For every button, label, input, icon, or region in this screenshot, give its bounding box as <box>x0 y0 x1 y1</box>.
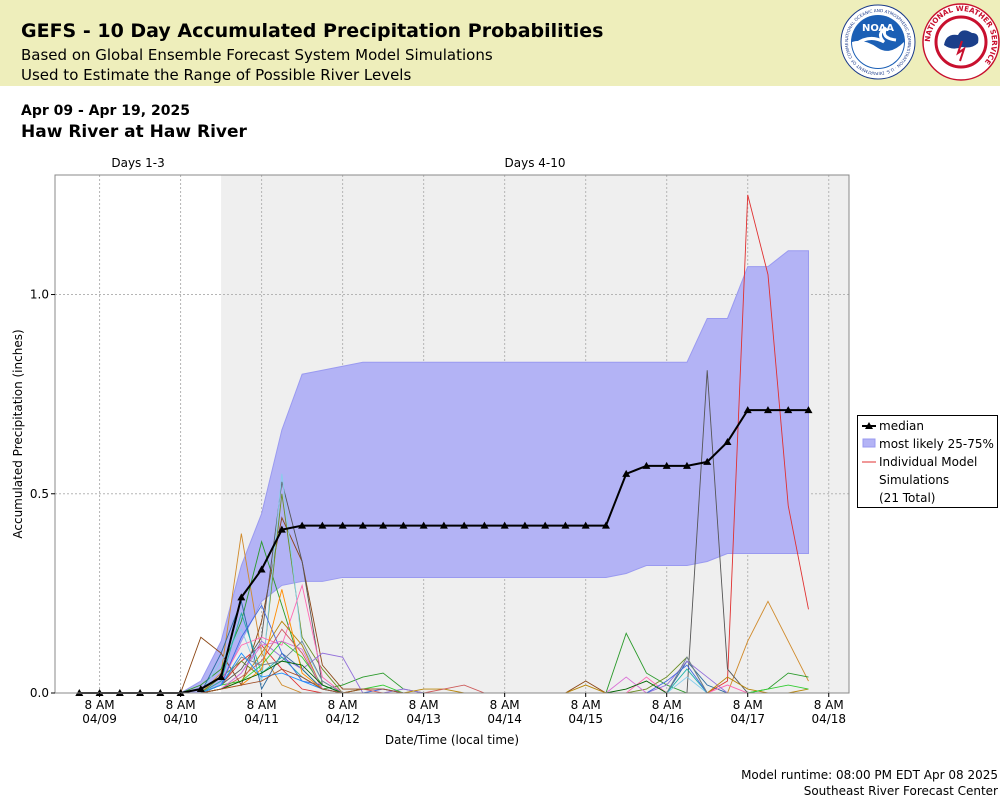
date-range: Apr 09 - Apr 19, 2025 <box>21 103 190 119</box>
x-tick-label-date: 04/18 <box>811 712 846 726</box>
median-point <box>298 521 307 529</box>
legend-median-label: median <box>879 419 924 433</box>
median-point <box>217 673 226 681</box>
legend-member-label-3: (21 Total) <box>879 491 935 505</box>
median-point <box>358 521 367 529</box>
x-tick-label-date: 04/11 <box>244 712 279 726</box>
x-tick-label-date: 04/10 <box>163 712 198 726</box>
x-tick-label-date: 04/16 <box>649 712 684 726</box>
median-point <box>541 521 550 529</box>
median-point <box>703 457 712 465</box>
station-name: Haw River at Haw River <box>21 122 247 142</box>
median-point <box>642 461 651 469</box>
median-point <box>196 685 205 693</box>
median-point <box>399 521 408 529</box>
x-tick-label-date: 04/13 <box>406 712 441 726</box>
x-tick-label-date: 04/09 <box>82 712 117 726</box>
y-tick-label: 1.0 <box>30 288 49 302</box>
median-point <box>439 521 448 529</box>
header-banner: GEFS - 10 Day Accumulated Precipitation … <box>0 0 1000 86</box>
x-tick-label-date: 04/14 <box>487 712 522 726</box>
subtitle-line-1: Based on Global Ensemble Forecast System… <box>21 46 493 64</box>
median-point <box>277 525 286 533</box>
subtitle-line-2: Used to Estimate the Range of Possible R… <box>21 66 412 84</box>
legend-box <box>857 415 998 508</box>
x-tick-label-time: 8 AM <box>814 698 844 712</box>
median-point <box>379 521 388 529</box>
days1-3-region <box>55 175 222 693</box>
median-point <box>480 521 489 529</box>
x-tick-label-time: 8 AM <box>328 698 358 712</box>
y-tick-label: 0.0 <box>30 686 49 700</box>
x-tick-label-time: 8 AM <box>733 698 763 712</box>
legend-member-label-2: Simulations <box>879 473 949 487</box>
median-point <box>763 406 772 414</box>
median-point <box>784 406 793 414</box>
median-point <box>338 521 347 529</box>
x-tick-label-date: 04/15 <box>568 712 603 726</box>
forecast-center: Southeast River Forecast Center <box>803 784 998 798</box>
median-point <box>257 565 266 573</box>
median-point <box>318 521 327 529</box>
median-point <box>520 521 529 529</box>
median-point <box>561 521 570 529</box>
x-tick-label-time: 8 AM <box>652 698 682 712</box>
median-point <box>460 521 469 529</box>
median-point <box>723 437 732 445</box>
x-tick-label-time: 8 AM <box>247 698 277 712</box>
model-runtime: Model runtime: 08:00 PM EDT Apr 08 2025 <box>741 768 998 782</box>
x-tick-label-time: 8 AM <box>166 698 196 712</box>
legend-member-label-1: Individual Model <box>879 455 977 469</box>
x-tick-label-time: 8 AM <box>571 698 601 712</box>
legend-band-swatch <box>862 438 876 448</box>
plot-border <box>54 174 850 694</box>
noaa-logo[interactable]: NOAA NATIONAL OCEANIC AND ATMOSPHERIC AD… <box>840 4 916 80</box>
x-tick-label-date: 04/12 <box>325 712 360 726</box>
y-tick-label: 0.5 <box>30 487 49 501</box>
median-point <box>601 521 610 529</box>
noaa-logo-text: NOAA <box>862 23 894 34</box>
y-axis-title: Accumulated Precipitation (inches) <box>11 329 25 538</box>
section-label-days1-3: Days 1-3 <box>111 156 164 170</box>
median-point <box>682 461 691 469</box>
band-25-75 <box>79 250 809 694</box>
median-point <box>662 461 671 469</box>
legend-median-marker <box>865 422 873 429</box>
median-point <box>743 406 752 414</box>
section-label-days4-10: Days 4-10 <box>505 156 566 170</box>
x-tick-label-time: 8 AM <box>85 698 115 712</box>
x-tick-label-time: 8 AM <box>409 698 439 712</box>
median-point <box>500 521 509 529</box>
x-axis-title: Date/Time (local time) <box>385 733 519 747</box>
median-point <box>581 521 590 529</box>
nws-logo[interactable]: NATIONAL WEATHER SERVICE <box>922 3 1000 81</box>
x-tick-label-date: 04/17 <box>730 712 765 726</box>
median-point <box>622 469 631 477</box>
median-point <box>419 521 428 529</box>
page-title: GEFS - 10 Day Accumulated Precipitation … <box>21 20 604 42</box>
x-tick-label-time: 8 AM <box>490 698 520 712</box>
legend-band-label: most likely 25-75% <box>879 437 994 451</box>
median-point <box>237 593 246 601</box>
median-point <box>804 406 813 414</box>
